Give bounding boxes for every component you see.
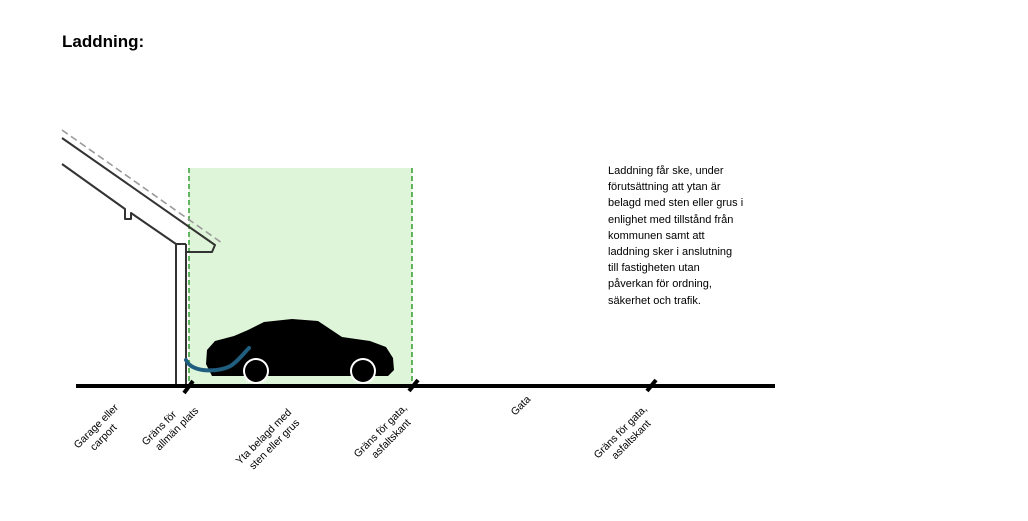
- description-line: till fastigheten utan: [608, 262, 700, 275]
- label-boundary-street-2: Gräns för gata, asfaltskant: [592, 401, 661, 470]
- label-garage: Garage eller carport: [72, 400, 133, 461]
- description-line: säkerhet och trafik.: [608, 294, 701, 307]
- description-line: kommunen samt att: [608, 229, 705, 242]
- description-line: påverkan för ordning,: [608, 278, 712, 291]
- boundary-marker-street-1: [407, 378, 420, 393]
- description-line: förutsättning att ytan är: [608, 181, 721, 194]
- car-tire-front: [352, 360, 374, 382]
- car-icon: [206, 319, 394, 384]
- label-boundary-street-1: Gräns för gata, asfaltskant: [352, 400, 421, 469]
- roof-underside: [61, 163, 177, 386]
- label-surface: Yta belagd med sten eller grus: [234, 405, 306, 477]
- page-title: Laddning:: [62, 32, 145, 51]
- label-boundary-public: Gräns för allmän plats: [140, 396, 202, 458]
- description-line: enlighet med tillstånd från: [608, 213, 734, 226]
- label-street: Gata: [509, 393, 534, 418]
- description-line: laddning sker i anslutning: [608, 246, 733, 259]
- charging-cable-icon: [184, 346, 251, 373]
- description-line: belagd med sten eller grus i: [608, 197, 744, 210]
- description-text: Laddning får ske, under förutsättning at…: [608, 163, 778, 309]
- car-tire-rear: [245, 360, 267, 382]
- boundary-marker-public: [182, 379, 195, 395]
- roof: [61, 137, 216, 253]
- description-line: Laddning får ske, under: [608, 165, 724, 177]
- boundary-marker-street-2: [645, 378, 658, 393]
